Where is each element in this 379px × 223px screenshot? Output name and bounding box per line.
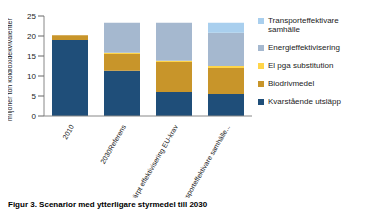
svg-text:Skärpt effektivisering EU-krav: Skärpt effektivisering EU-krav bbox=[127, 123, 180, 198]
html-text:El pga substitution: El pga substitution bbox=[268, 61, 334, 70]
svg-text:Transporteffektivare samhälle.: Transporteffektivare samhälle... bbox=[176, 123, 232, 198]
svg-text:2030Referens: 2030Referens bbox=[99, 123, 127, 165]
svg-text:5: 5 bbox=[32, 92, 37, 101]
html-text:Biodrivmedel: Biodrivmedel bbox=[268, 79, 315, 88]
html-text:Energieffektivisering: Energieffektivisering bbox=[268, 43, 340, 52]
svg-text:miljoner ton koldioxidekvivale: miljoner ton koldioxidekvivalenter bbox=[8, 18, 14, 121]
svg-text:25: 25 bbox=[27, 12, 36, 21]
svg-text:20: 20 bbox=[27, 32, 36, 41]
svg-text:2010: 2010 bbox=[61, 123, 75, 140]
svg-text:15: 15 bbox=[27, 52, 36, 61]
html-text:Transporteffektivare samhälle: Transporteffektivare samhälle bbox=[268, 16, 339, 34]
svg-text:10: 10 bbox=[27, 72, 36, 81]
html-text:Figur 3. Scenarior med ytterli: Figur 3. Scenarior med ytterligare styrm… bbox=[8, 200, 208, 209]
svg-text:0: 0 bbox=[32, 112, 37, 121]
html-text:Kvarstående utsläpp: Kvarstående utsläpp bbox=[268, 97, 341, 106]
